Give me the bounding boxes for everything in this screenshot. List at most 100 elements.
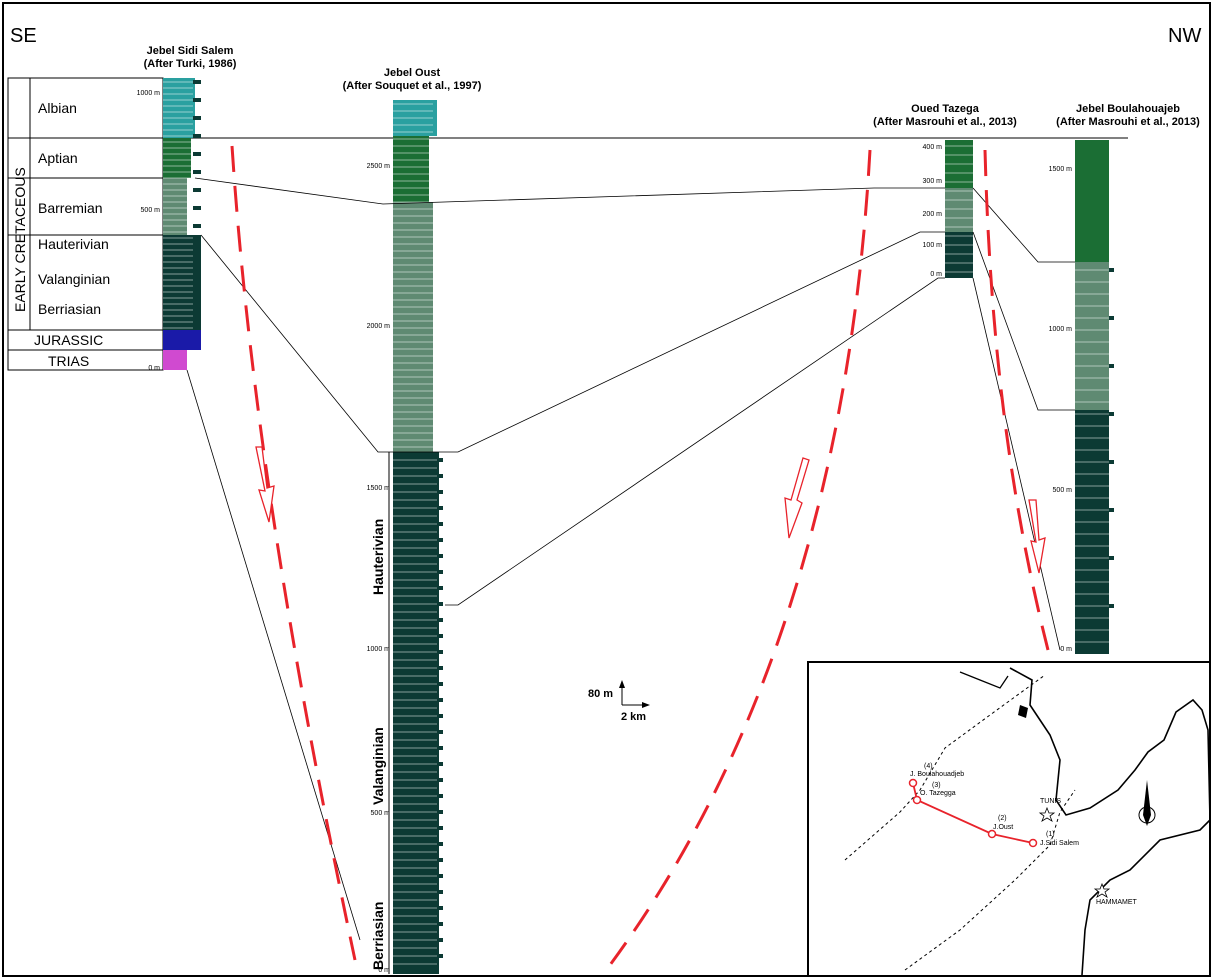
fault-1 xyxy=(230,145,357,961)
locality-3-name: O. Tazegga xyxy=(920,790,956,797)
location-map: (4) J. Boulahouadjeb (3) O. Tazegga (2) … xyxy=(807,661,1211,977)
tazega-bed-lines xyxy=(945,145,973,273)
correlation-lines xyxy=(186,177,1075,941)
coastline xyxy=(1009,667,1211,976)
hammamet-star-icon xyxy=(1093,882,1111,898)
bed-ledge xyxy=(193,134,201,138)
bed-ledge xyxy=(437,954,443,958)
tazega-title: Oued Tazega xyxy=(911,103,980,115)
tazega-column: 400 m 300 m 200 m 100 m 0 m xyxy=(923,140,973,278)
fault-arrows xyxy=(255,446,1046,574)
sidi-salem-tick-0: 0 m xyxy=(148,365,160,372)
bed-ledge xyxy=(1109,364,1114,368)
bed-ledge xyxy=(437,874,443,878)
bed-ledge xyxy=(193,206,201,210)
scale-vertical: 80 m xyxy=(588,688,613,700)
bed-ledge xyxy=(437,634,443,638)
oust-stage-hauterivian: Hauterivian xyxy=(370,519,386,595)
bed-ledge xyxy=(193,170,201,174)
bed-ledge xyxy=(1109,316,1114,320)
tazega-tick-0: 0 m xyxy=(930,271,942,278)
tazega-tick-400: 400 m xyxy=(923,144,943,151)
boulahouajeb-tick-0: 0 m xyxy=(1060,646,1072,653)
bed-ledge xyxy=(437,922,443,926)
sidi-salem-title: Jebel Sidi Salem xyxy=(147,45,234,57)
sidi-salem-tick-500: 500 m xyxy=(141,207,161,214)
bed-ledge xyxy=(193,98,201,102)
faults xyxy=(230,145,1050,966)
stage-valanginian: Valanginian xyxy=(38,271,110,287)
bed-ledge xyxy=(193,314,201,318)
bed-ledge xyxy=(193,224,201,228)
bed-ledge xyxy=(437,906,443,910)
bed-ledge xyxy=(1109,460,1114,464)
oust-stage-berriasian: Berriasian xyxy=(370,902,386,970)
tazega-tick-300: 300 m xyxy=(923,178,943,185)
bed-ledge xyxy=(437,458,443,462)
bed-ledge xyxy=(193,260,201,264)
fault-2 xyxy=(608,149,872,966)
bed-ledge xyxy=(437,586,443,590)
locality-4-marker xyxy=(908,778,918,788)
bed-ledge xyxy=(1109,268,1114,272)
boulahouajeb-tick-500: 500 m xyxy=(1053,487,1073,494)
stage-jurassic: JURASSIC xyxy=(34,332,103,348)
oust-tick-2000: 2000 m xyxy=(367,323,391,330)
locality-3-number: (3) xyxy=(932,782,941,789)
boulahouajeb-source: (After Masrouhi et al., 2013) xyxy=(1056,116,1200,128)
locality-4-number: (4) xyxy=(924,763,933,770)
bed-ledge xyxy=(437,762,443,766)
oust-tick-500: 500 m xyxy=(371,810,391,817)
scale-horizontal: 2 km xyxy=(621,711,646,723)
bed-ledge xyxy=(437,618,443,622)
bed-ledge xyxy=(193,152,201,156)
bed-ledge xyxy=(437,746,443,750)
tazega-source: (After Masrouhi et al., 2013) xyxy=(873,116,1017,128)
stage-albian: Albian xyxy=(38,100,77,116)
fault-arrow-3 xyxy=(1028,499,1046,574)
stage-table: EARLY CRETACEOUS Albian Aptian Barremian… xyxy=(7,77,1128,371)
locality-4-name: J. Boulahouadjeb xyxy=(910,771,964,778)
sidi-salem-bed-lines xyxy=(163,80,201,329)
sidi-salem-tick-1000: 1000 m xyxy=(137,90,161,97)
stage-barremian: Barremian xyxy=(38,200,103,216)
locality-3-marker xyxy=(912,795,922,805)
bed-ledge xyxy=(193,116,201,120)
bed-ledge xyxy=(1109,412,1114,416)
oust-stage-valanginian: Valanginian xyxy=(370,727,386,805)
bed-ledge xyxy=(437,794,443,798)
locality-1-marker xyxy=(1028,838,1038,848)
tazega-tick-200: 200 m xyxy=(923,211,943,218)
locality-2-marker xyxy=(987,829,997,839)
fault-arrow-1 xyxy=(255,446,275,523)
city-hammamet: HAMMAMET xyxy=(1096,899,1138,906)
locality-2-number: (2) xyxy=(998,815,1007,822)
boulahouajeb-title: Jebel Boulahouajeb xyxy=(1076,103,1180,115)
bed-ledge xyxy=(437,730,443,734)
city-tunis: TUNIS xyxy=(1040,798,1061,805)
fault-3 xyxy=(983,149,1050,651)
boulahouajeb-tick-1000: 1000 m xyxy=(1049,326,1073,333)
bed-ledge xyxy=(437,778,443,782)
tunis-star-icon xyxy=(1038,806,1056,822)
bed-ledge xyxy=(437,810,443,814)
oust-tick-0: 0 m xyxy=(378,967,390,974)
section-trace xyxy=(912,782,1034,844)
bed-ledge xyxy=(437,650,443,654)
bed-ledge xyxy=(437,666,443,670)
oust-tick-1500: 1500 m xyxy=(367,485,391,492)
oust-title: Jebel Oust xyxy=(384,67,441,79)
bed-ledge xyxy=(437,506,443,510)
bed-ledge xyxy=(437,890,443,894)
bed-ledge xyxy=(437,538,443,542)
stage-berriasian: Berriasian xyxy=(38,301,101,317)
direction-se: SE xyxy=(10,25,37,47)
bed-ledge xyxy=(193,188,201,192)
bed-ledge xyxy=(437,602,443,606)
oust-source: (After Souquet et al., 1997) xyxy=(343,80,482,92)
direction-nw: NW xyxy=(1168,25,1201,47)
oust-column: 2500 m 2000 m 1500 m 1000 m 500 m 0 m Ha… xyxy=(367,100,443,974)
bed-ledge xyxy=(193,278,201,282)
